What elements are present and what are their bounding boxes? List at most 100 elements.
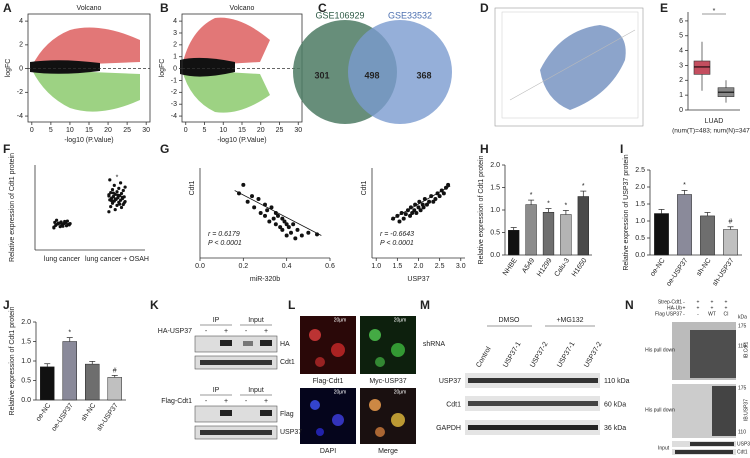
data-point [424,202,429,207]
x-tick-label: 3.0 [456,263,466,270]
sign: - [683,299,685,305]
group-label: IP [213,387,220,394]
band-label: HA [280,341,290,348]
panel-letter: N [625,298,634,312]
data-point [116,193,120,197]
y-tick-label: 2.0 [490,162,500,169]
x-tick-label: 25 [276,127,284,134]
data-point [107,194,111,198]
data-point [446,182,451,187]
data-point [403,212,408,217]
band-label: USP37 [280,429,302,436]
x-tick-label: 0.4 [282,263,292,270]
data-point [401,216,406,221]
data-point [286,225,291,230]
data-point [115,203,119,207]
y-tick-label: -4 [17,113,23,120]
data-point [59,220,63,224]
y-tick-label: -3 [171,101,177,108]
panel-letter: F [3,142,10,156]
data-point [271,216,276,221]
data-point [282,219,287,224]
significance: * [547,200,550,207]
sign: WT [708,311,716,317]
panel-letter: D [480,1,489,15]
data-point [280,216,285,221]
image-label: DAPI [320,448,336,455]
data-point [273,222,278,227]
y-axis-label: Relative expression of USP37 protein [623,154,630,270]
marker-label: 175 [738,385,747,391]
y-axis-label: Relative expression of Cdt1 protein [9,306,16,415]
band-label: USP37 [439,378,461,385]
x-tick-label: sh-USP37 [96,402,120,432]
data-point [441,191,446,196]
sign: - [683,311,685,317]
significance: * [116,175,119,182]
data-point [56,221,61,225]
band-label: Flag [280,411,294,418]
data-point [418,208,423,213]
x-tick-label: 0.0 [195,263,205,270]
x-tick-label: lung cancer + OSAH [85,256,149,263]
band-label: GAPDH [436,425,461,432]
sign: + [264,328,268,335]
y-tick-label: 4 [173,18,177,25]
y-tick-label: 0.5 [490,229,500,236]
bar [677,194,692,256]
x-tick-label: 20 [104,127,112,134]
sign: - [697,311,699,317]
data-point [414,211,419,215]
y-tick-label: 2.0 [635,184,645,191]
scale-label: 20μm [394,317,407,323]
y-tick-label: 0 [173,65,177,72]
band-label: Cdt1 [446,401,461,408]
western-blot [194,335,278,440]
x-tick-label: oe-NC [649,257,666,278]
data-point [433,196,438,201]
group-label: Input [248,387,264,394]
y-tick-label: 2 [173,42,177,49]
significance: # [113,367,117,374]
x-tick-label: 30 [294,127,302,134]
annotation: r = 0.6179 [208,231,240,238]
y-tick-label: -2 [171,89,177,96]
data-point [115,190,119,194]
sign: + [725,305,728,311]
sign: + [697,305,700,311]
data-point [256,196,261,201]
row-label: HA-Ub [667,305,682,311]
lane-label: USP37-1 [556,341,576,369]
significance: * [565,202,568,209]
data-point [278,225,283,230]
y-tick-label: 0.5 [635,235,645,242]
row-header: shRNA [423,341,446,348]
bar [654,213,669,256]
sign: + [725,299,728,305]
significance: # [729,219,733,226]
data-point [280,227,285,232]
sign: + [224,398,228,405]
lane-label: USP37-2 [583,341,603,369]
x-tick-label: 0.2 [238,263,248,270]
panel-letter: C [318,1,327,15]
bar [85,363,100,401]
pulldown-label: His pull down [645,347,675,353]
y-tick-label: 2.5 [635,167,645,174]
x-tick-label: 20 [257,127,265,134]
group-label: IP [213,317,220,324]
x-axis-label: -log10 (P.Value) [64,137,113,144]
lane-label: Control [475,345,493,368]
row-label: HA-USP37 [158,328,192,335]
annotation: P < 0.0001 [380,240,414,247]
y-tick-label: -2 [17,89,23,96]
panel-letter: H [480,142,489,156]
y-tick-label: 1 [173,54,177,61]
sign: - [205,398,208,405]
x-tick-label: 1.0 [371,263,381,270]
panel-letter: G [160,142,169,156]
data-point [109,205,113,209]
data-point [108,178,112,182]
x-tick-label: oe-USP37 [51,402,75,433]
